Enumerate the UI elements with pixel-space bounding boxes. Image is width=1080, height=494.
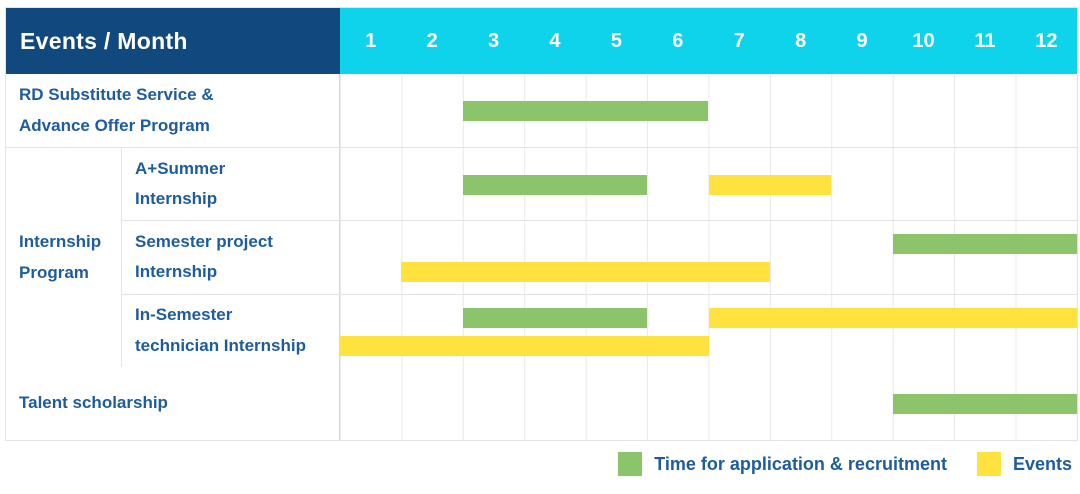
month-header-1: 1 [365,29,377,52]
month-header-11: 11 [974,29,996,52]
event-bar [708,175,832,195]
month-header-2: 2 [426,29,438,52]
row-label-talent-scholarship: Talent scholarship [6,367,340,440]
legend-item-events: Events [976,452,1072,476]
table-row: RD Substitute Service & Advance Offer Pr… [6,74,1077,147]
header-row: Events / Month 1 2 3 4 5 6 7 8 9 10 11 12 [6,8,1077,74]
row-label-in-semester: In-Semester technician Internship [122,294,340,367]
application-color-swatch-icon [618,452,643,476]
gantt-table: Events / Month 1 2 3 4 5 6 7 8 9 10 11 12 RD Substi… [5,7,1078,441]
event-bar [708,307,1077,328]
table-row: A+Summer Internship [122,148,1077,221]
legend: Time for application & recruitment Event… [618,452,1072,476]
month-header-9: 9 [856,29,868,52]
group-label-internship-program: Internship Program [6,148,122,367]
row-label-line: Advance Offer Program [19,115,210,135]
events-month-header-cell: Events / Month [6,8,340,74]
application-bar [462,101,709,121]
group-rows: A+Summer Internship Semester project Int… [122,148,1077,367]
event-bar [401,262,770,283]
legend-item-application: Time for application & recruitment [618,452,947,476]
month-header-4: 4 [549,29,561,52]
table-row: In-Semester technician Internship [122,293,1077,367]
table-body: RD Substitute Service & Advance Offer Pr… [6,74,1077,440]
events-color-swatch-icon [976,452,1001,476]
chart-area-a-plus-summer [340,148,1077,221]
row-label-line: Internship [135,189,218,209]
chart-area-rd-substitute [340,74,1077,147]
row-label-line: technician Internship [135,335,306,355]
events-month-header-label: Events / Month [20,27,188,54]
group-label-line: Program [19,262,89,282]
application-bar [462,307,648,328]
row-label-a-plus-summer: A+Summer Internship [122,148,340,221]
months-header: 1 2 3 4 5 6 7 8 9 10 11 12 [340,8,1077,74]
table-row: Semester project Internship [122,220,1077,294]
application-bar [892,394,1077,414]
month-header-3: 3 [487,29,500,52]
row-label-line: In-Semester [135,305,233,325]
legend-application-label: Time for application & recruitment [654,453,947,474]
application-bar [462,175,648,195]
month-header-10: 10 [912,29,935,52]
chart-area-in-semester [340,294,1077,367]
row-label-line: Internship [135,262,218,282]
chart-area-talent-scholarship [340,367,1077,440]
legend-events-label: Events [1012,453,1072,474]
row-label-semester-project: Semester project Internship [122,221,340,294]
group-label-line: Internship [19,231,102,251]
row-label-line: RD Substitute Service & [19,84,214,104]
row-label-rd-substitute: RD Substitute Service & Advance Offer Pr… [6,74,340,147]
row-label-line: Semester project [135,231,273,251]
event-bar [340,335,709,356]
row-label-line: Talent scholarship [19,393,168,413]
row-label-line: A+Summer [135,158,226,178]
month-header-12: 12 [1035,29,1058,52]
month-header-8: 8 [795,29,807,52]
month-header-6: 6 [672,29,684,52]
table-row: Talent scholarship [6,367,1077,440]
application-bar [892,234,1077,255]
month-header-7: 7 [733,29,745,52]
internship-program-group: Internship Program A+Summer Internship S… [6,147,1077,367]
chart-area-semester-project [340,221,1077,294]
month-header-5: 5 [610,29,622,52]
